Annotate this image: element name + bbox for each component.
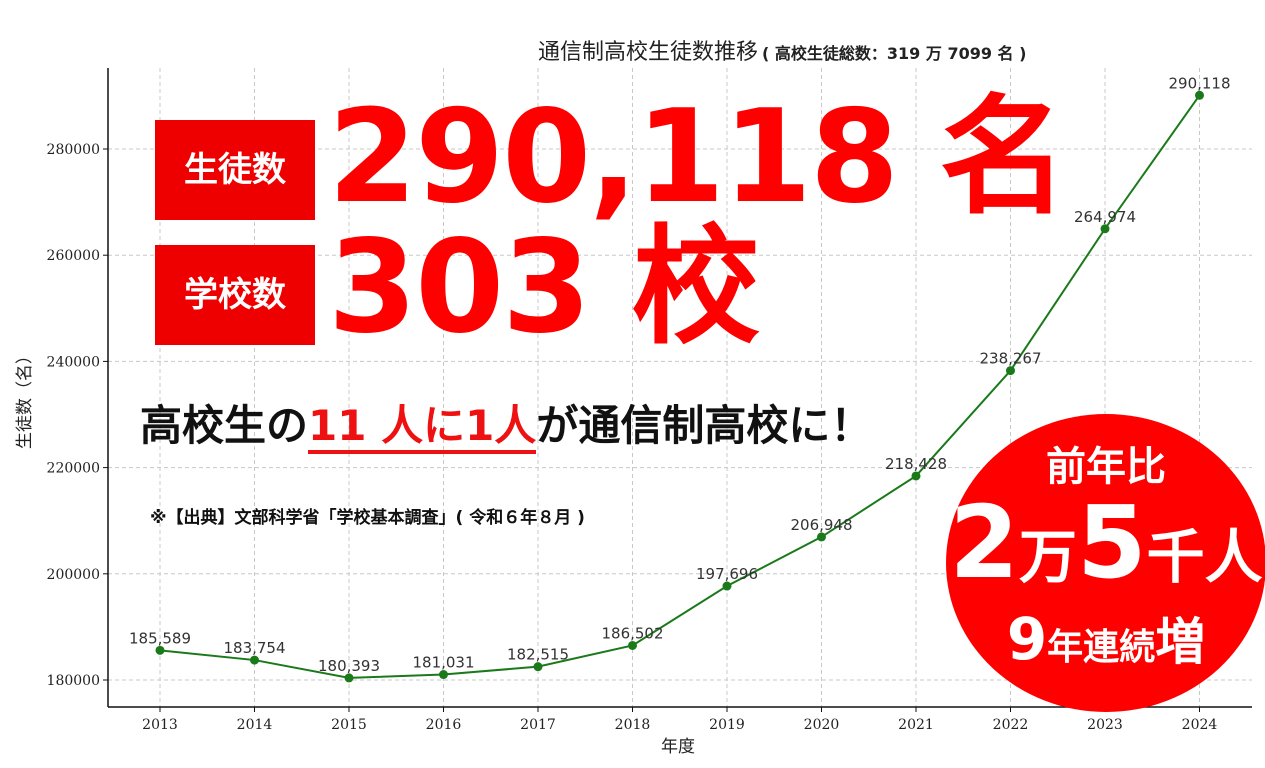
data-point bbox=[533, 662, 543, 672]
data-label: 206,948 bbox=[790, 516, 852, 534]
badge-line1: 前年比 bbox=[1046, 444, 1166, 490]
x-tick-label: 2017 bbox=[520, 717, 556, 733]
data-point bbox=[344, 673, 354, 683]
data-point bbox=[1100, 224, 1110, 234]
y-tick-label: 200000 bbox=[47, 567, 100, 583]
x-tick-label: 2024 bbox=[1182, 717, 1218, 733]
data-label: 182,515 bbox=[507, 646, 569, 664]
data-point bbox=[628, 640, 637, 650]
x-tick-label: 2019 bbox=[709, 717, 745, 733]
data-point bbox=[817, 532, 826, 542]
x-tick-label: 2013 bbox=[142, 717, 178, 733]
x-tick-label: 2015 bbox=[331, 717, 367, 733]
x-tick-label: 2023 bbox=[1087, 717, 1123, 733]
data-label: 290,118 bbox=[1168, 74, 1230, 92]
chart-title-wrap: 通信制高校生徒数推移( 高校生徒総数：319 万 7099 名 ) bbox=[538, 34, 1026, 66]
badge-line3: 9年連続増 bbox=[946, 602, 1265, 674]
slogan-pre: 高校生の bbox=[140, 401, 309, 450]
x-tick-label: 2014 bbox=[237, 717, 273, 733]
x-tick-label: 2018 bbox=[615, 717, 651, 733]
x-tick-label: 2020 bbox=[804, 717, 840, 733]
schools-tag: 学校数 bbox=[155, 245, 315, 345]
x-tick-label: 2021 bbox=[898, 717, 934, 733]
badge-line2: 2万5千人 bbox=[946, 484, 1265, 601]
y-tick-label: 280000 bbox=[47, 142, 100, 158]
data-label: 264,974 bbox=[1074, 208, 1136, 226]
data-point bbox=[911, 471, 921, 481]
data-label: 197,696 bbox=[696, 565, 758, 583]
badge-unit2: 千人 bbox=[1146, 523, 1263, 591]
data-label: 218,428 bbox=[885, 455, 947, 473]
badge-num2: 5 bbox=[1077, 484, 1147, 601]
y-tick-label: 260000 bbox=[47, 248, 100, 264]
x-tick-label: 2016 bbox=[426, 717, 462, 733]
growth-badge: 前年比 2万5千人 9年連続増 bbox=[946, 414, 1265, 712]
chart-title: 通信制高校生徒数推移 bbox=[538, 40, 759, 65]
badge-unit4: 増 bbox=[1155, 613, 1206, 671]
slogan-highlight: 11 人に1人 bbox=[308, 401, 537, 454]
data-label: 183,754 bbox=[223, 639, 285, 657]
chart-subtitle: ( 高校生徒総数：319 万 7099 名 ) bbox=[762, 44, 1027, 63]
x-tick-label: 2022 bbox=[993, 717, 1029, 733]
source-note: ※【出典】文部科学省「学校基本調査」( 令和６年８月 ) bbox=[150, 508, 585, 528]
y-tick-label: 220000 bbox=[47, 461, 100, 477]
badge-unit1: 万 bbox=[1018, 523, 1077, 591]
data-label: 238,267 bbox=[979, 350, 1041, 368]
students-value: 290,118 名 bbox=[328, 83, 1068, 232]
data-point bbox=[439, 670, 448, 680]
data-label: 186,502 bbox=[601, 624, 663, 642]
y-tick-label: 240000 bbox=[47, 354, 100, 370]
badge-num1: 2 bbox=[949, 484, 1019, 601]
data-label: 181,031 bbox=[412, 654, 474, 672]
y-axis-label: 生徒数（名） bbox=[15, 347, 35, 449]
students-tag: 生徒数 bbox=[155, 120, 315, 220]
data-label: 180,393 bbox=[318, 657, 380, 675]
y-tick-label: 180000 bbox=[47, 673, 100, 689]
slogan: 高校生の11 人に1人が通信制高校に！ bbox=[140, 392, 873, 454]
slogan-post: が通信制高校に！ bbox=[536, 401, 873, 450]
data-label: 185,589 bbox=[129, 629, 191, 647]
data-point bbox=[155, 645, 165, 655]
series-line bbox=[159, 94, 1201, 679]
data-point bbox=[1006, 366, 1015, 376]
badge-unit3: 年連続 bbox=[1047, 627, 1156, 668]
x-axis-label: 年度 bbox=[661, 737, 695, 757]
schools-value: 303 校 bbox=[328, 213, 760, 362]
data-point bbox=[722, 581, 732, 591]
badge-num3: 9 bbox=[1006, 605, 1048, 673]
data-point bbox=[250, 655, 259, 665]
data-point bbox=[1195, 90, 1204, 100]
